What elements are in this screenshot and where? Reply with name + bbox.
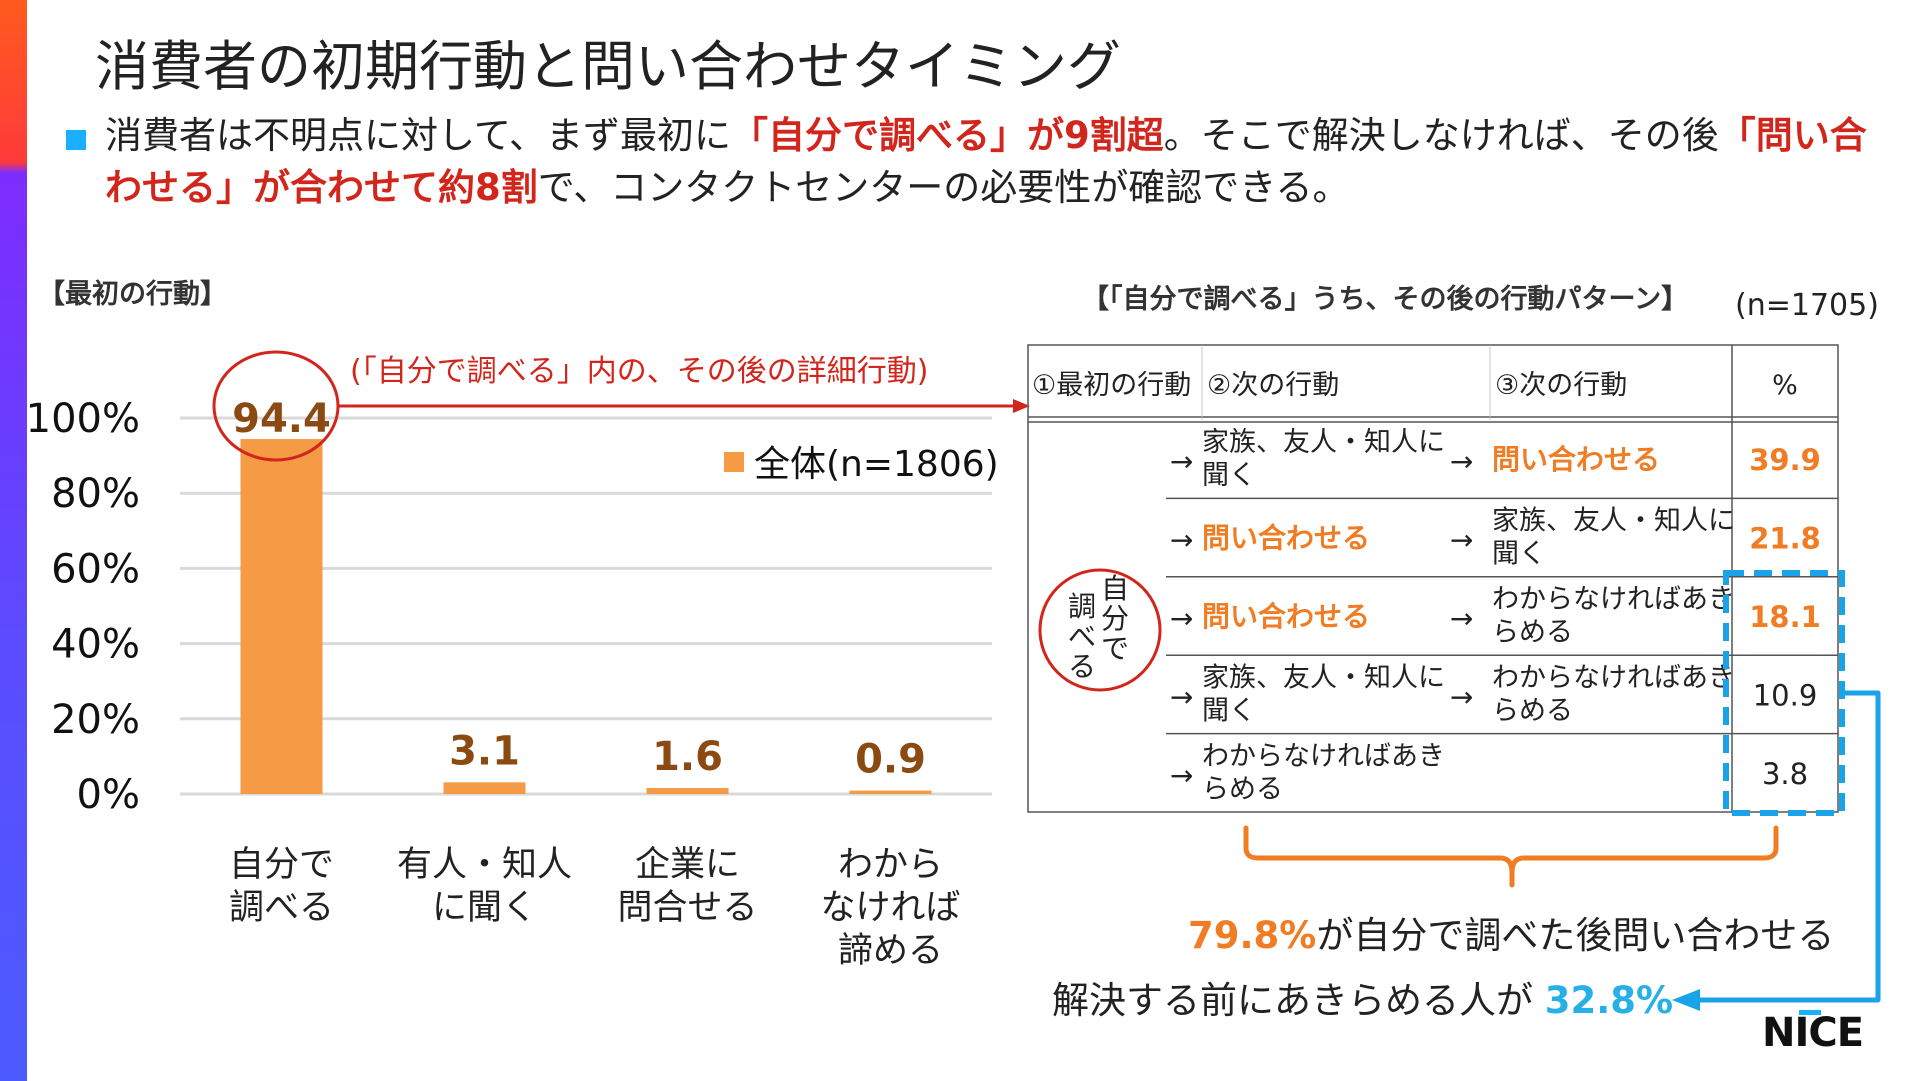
next-action-1: らめる [1202, 774, 1283, 805]
arrow-glyph: → [1450, 602, 1473, 635]
x-tick-label: なければ [820, 888, 960, 928]
x-tick-label: 調べる [229, 888, 334, 928]
bar [646, 787, 729, 794]
orange-brace [1243, 825, 1779, 888]
y-tick-label: 100% [26, 396, 140, 442]
dashed-highlight-box [1723, 570, 1845, 816]
data-label: 3.1 [449, 728, 520, 774]
arrow-glyph: → [1450, 524, 1473, 557]
first-action-char: 分 [1101, 602, 1129, 635]
summary-giveup-text: 解決する前にあきらめる人が [1052, 979, 1533, 1022]
bullet-square-icon [66, 130, 86, 150]
lead-segment: で、コンタクトセンターの必要性が確認できる。 [537, 166, 1350, 209]
arrow-glyph: → [1450, 445, 1473, 478]
arrow-glyph: → [1170, 524, 1193, 557]
y-tick-label: 60% [51, 546, 140, 592]
summary-inquire-pct: 79.8% [1188, 914, 1317, 957]
table-header: ③次の行動 [1495, 370, 1627, 401]
highlight-circle [212, 350, 340, 462]
next-action-2: らめる [1492, 617, 1573, 648]
next-action-2: わからなければあき [1492, 662, 1735, 693]
x-tick-label: わから [838, 845, 943, 885]
bar [849, 790, 932, 794]
legend-swatch [724, 452, 744, 472]
table-border [1027, 344, 1839, 813]
y-tick-label: 40% [51, 622, 140, 668]
next-action-1: 家族、友人・知人に [1202, 427, 1445, 458]
lead-segment: 「自分で調べる」が9割超 [731, 114, 1164, 157]
next-action-2: わからなければあき [1492, 584, 1735, 615]
nice-logo: NICE [1762, 1010, 1864, 1056]
summary-giveup-pct: 32.8% [1544, 979, 1674, 1022]
x-tick-label: 企業に [635, 845, 740, 885]
arrow-glyph: → [1170, 680, 1193, 713]
summary-inquire-text: が自分で調べた後問い合わせる [1316, 914, 1835, 957]
accent-bar [0, 0, 27, 1081]
next-action-2: 家族、友人・知人に [1492, 506, 1735, 537]
first-action-char: る [1068, 650, 1096, 683]
next-action-2: 聞く [1492, 539, 1546, 570]
next-action-1: 聞く [1202, 695, 1256, 726]
table-header: ①最初の行動 [1032, 370, 1191, 401]
pattern-percent: 18.1 [1749, 600, 1821, 634]
bar [240, 439, 323, 794]
x-tick-label: 問合せる [617, 888, 757, 928]
next-action-2: らめる [1492, 695, 1573, 726]
y-tick-label: 80% [51, 471, 140, 517]
x-tick-label: に聞く [432, 888, 537, 928]
data-label: 1.6 [652, 734, 723, 780]
y-tick-label: 20% [51, 697, 140, 743]
summary-inquire: 79.8%が自分で調べた後問い合わせる [1188, 905, 1834, 959]
next-action-1: 家族、友人・知人に [1202, 662, 1445, 693]
pattern-percent: 39.9 [1749, 443, 1821, 477]
blue-arrow-head [1672, 989, 1700, 1011]
first-action-char: で [1101, 632, 1129, 665]
arrow-glyph: → [1170, 602, 1193, 635]
lead-segment: 。そこで解決しなければ、その後 [1163, 114, 1719, 157]
left-section-label: 【最初の行動】 [38, 279, 227, 310]
right-sample-size: (n=1705) [1735, 288, 1879, 323]
table-header: ②次の行動 [1207, 370, 1339, 401]
x-tick-label: 有人・知人 [397, 845, 572, 885]
data-label: 0.9 [855, 737, 926, 783]
next-action-1: わからなければあき [1202, 741, 1445, 772]
arrow-glyph: → [1450, 680, 1473, 713]
arrow-caption: (「自分で調べる」内の、その後の詳細行動) [350, 354, 929, 389]
data-label: 94.4 [232, 396, 331, 442]
next-action-1: 問い合わせる [1202, 522, 1370, 555]
red-arrow-head [1013, 399, 1030, 413]
x-tick-label: 諦める [838, 931, 943, 971]
first-action-char: べ [1068, 620, 1096, 653]
next-action-2: 問い合わせる [1492, 443, 1660, 476]
right-section-label: 【「自分で調べる」うち、その後の行動パターン】 [1082, 284, 1689, 315]
next-action-1: 聞く [1202, 460, 1256, 491]
page-title: 消費者の初期行動と問い合わせタイミング [95, 35, 1121, 98]
table-header: % [1772, 370, 1798, 401]
bar [443, 782, 526, 794]
y-tick-label: 0% [77, 772, 140, 818]
pattern-percent: 21.8 [1749, 522, 1821, 556]
next-action-1: 問い合わせる [1202, 600, 1370, 633]
first-action-circle [1038, 568, 1162, 692]
legend-label: 全体(n=1806) [754, 444, 999, 485]
pattern-percent: 10.9 [1753, 678, 1818, 712]
lead-segment: 消費者は不明点に対して、まず最初に [105, 114, 732, 157]
arrow-glyph: → [1170, 445, 1193, 478]
first-action-char: 自 [1101, 572, 1129, 605]
first-action-char: 調 [1068, 590, 1096, 623]
x-tick-label: 自分で [229, 845, 334, 885]
pattern-percent: 3.8 [1762, 757, 1808, 791]
summary-giveup: 解決する前にあきらめる人が 32.8% [1052, 970, 1673, 1024]
lead-text: 消費者は不明点に対して、まず最初に「自分で調べる」が9割超。そこで解決しなければ… [105, 110, 1885, 214]
arrow-glyph: → [1170, 759, 1193, 792]
lead-segment: 「問い合わせる」が合わせて約8割 [105, 114, 1867, 209]
